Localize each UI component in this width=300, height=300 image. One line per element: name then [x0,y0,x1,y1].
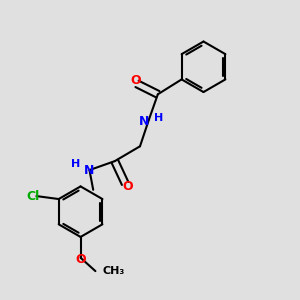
Text: CH₃: CH₃ [103,266,125,276]
Text: N: N [138,115,149,128]
Text: O: O [75,253,86,266]
Text: N: N [84,164,95,177]
Text: H: H [154,113,163,123]
Text: Cl: Cl [27,190,40,202]
Text: O: O [130,74,141,87]
Text: H: H [71,158,81,169]
Text: O: O [123,180,134,193]
